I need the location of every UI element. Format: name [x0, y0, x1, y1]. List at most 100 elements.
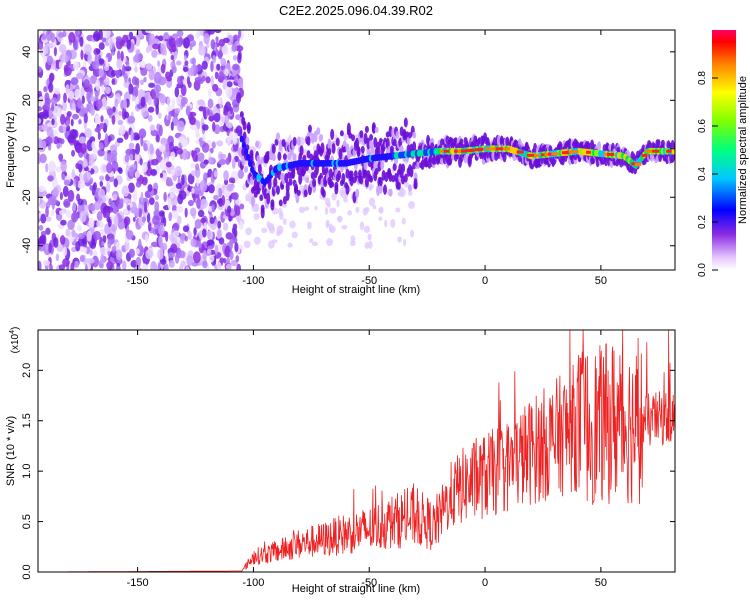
spectrogram-noise-blob [232, 223, 238, 231]
colorbar-tick-label: 0.8 [697, 71, 708, 85]
spectrogram-noise-blob [45, 136, 53, 145]
spectrogram-noise-blob [224, 68, 229, 77]
spectrogram-noise-blob [97, 188, 106, 199]
spectrogram-signal-blob [242, 120, 247, 131]
spectrogram-noise-blob [87, 53, 93, 65]
spectrogram-noise-blob [223, 109, 228, 116]
spectrogram-ridge-peak [568, 150, 576, 154]
spectrogram-noise-blob [71, 149, 76, 157]
spectrogram-ridge-core [243, 147, 249, 155]
spectrogram-noise-blob [172, 116, 179, 127]
spectrogram-noise-blob [325, 197, 331, 207]
spectrogram-noise-blob [235, 255, 240, 263]
spectrogram-noise-blob [62, 185, 69, 198]
spectrogram-signal-blob [345, 184, 350, 195]
spectrogram-noise-blob [124, 72, 128, 83]
spectrogram-noise-blob [107, 239, 112, 249]
spectrogram-signal-blob [355, 188, 360, 199]
spectrogram-noise-blob [355, 206, 360, 213]
spectrogram-noise-blob [213, 112, 221, 123]
spectrogram-signal-blob [335, 137, 340, 147]
spectrogram-noise-blob [111, 160, 119, 172]
spectrogram-noise-blob [45, 30, 53, 42]
spectrogram-noise-blob [59, 235, 66, 245]
colorbar-gradient [712, 30, 736, 270]
spectrogram-noise-blob [111, 245, 117, 253]
spectrogram-noise-blob [178, 250, 186, 259]
colorbar-tick-label: 0.0 [697, 263, 708, 277]
spectrogram-noise-blob [184, 60, 189, 66]
spectrogram-noise-blob [106, 152, 115, 164]
spectrogram-noise-blob [75, 30, 81, 36]
colorbar-tick-label: 0.2 [697, 215, 708, 229]
spectrogram-noise-blob [101, 37, 107, 43]
snr-frame [37, 329, 676, 573]
spectrogram-noise-blob [91, 140, 96, 150]
spectrogram-noise-blob [203, 33, 210, 45]
spectrogram-noise-blob [153, 95, 157, 106]
spectrogram-noise-blob [129, 166, 135, 177]
spectrogram-noise-blob [104, 208, 110, 219]
spectrogram-noise-blob [111, 78, 116, 85]
spectrogram-noise-blob [100, 253, 104, 265]
spectrogram-noise-blob [202, 124, 209, 131]
spectrogram-signal-blob [369, 175, 374, 183]
spectrogram-noise-blob [165, 181, 174, 187]
spectrogram-noise-blob [206, 239, 215, 246]
spectrogram-noise-blob [155, 134, 160, 143]
spectrogram-noise-blob [202, 106, 207, 118]
spectrogram-noise-blob [65, 209, 72, 219]
spectrogram-noise-blob [212, 55, 217, 64]
spectrogram-signal-blob [374, 126, 379, 133]
spectrogram-signal-blob [282, 196, 287, 205]
spectrogram-ridge-peak [544, 152, 551, 156]
spectrogram-noise-blob [119, 198, 124, 204]
spectrogram-y-ticks: -40 -20 0 20 40 [21, 46, 675, 254]
spectrogram-noise-blob [245, 227, 252, 236]
spectrogram-noise-blob [121, 185, 130, 197]
spectrogram-noise-blob [171, 205, 177, 212]
spectrogram-noise-blob [202, 249, 208, 261]
spectrogram-signal-blob [388, 188, 393, 197]
spectrogram-noise-blob [232, 63, 240, 71]
snr-y-tick-label: 2.0 [21, 363, 33, 378]
spectrogram-noise-blob [237, 169, 244, 180]
spectrogram-noise-blob [38, 96, 45, 107]
spectrogram-signal-blob [250, 195, 255, 208]
spectrogram-noise-blob [106, 261, 113, 270]
spectrogram-noise-blob [117, 119, 124, 126]
spectrogram-noise-blob [184, 207, 188, 218]
spectrogram-noise-blob [312, 241, 318, 247]
spectrogram-noise-blob [189, 207, 197, 217]
spectrogram-noise-blob [217, 220, 222, 229]
spectrogram-noise-blob [189, 116, 196, 126]
spectrogram-noise-blob [214, 244, 219, 255]
spectrogram-noise-blob [47, 160, 56, 173]
spectrogram-noise-blob [158, 35, 164, 42]
spectrogram-noise-blob [77, 198, 84, 206]
spectrogram-noise-blob [150, 124, 156, 131]
spectrogram-ridge-peak [474, 148, 481, 152]
spectrogram-noise-blob [75, 175, 79, 188]
spectrogram-noise-blob [218, 153, 227, 160]
spectrogram-signal-blob [338, 148, 343, 160]
spectrogram-noise-blob [93, 201, 101, 211]
spectrogram-noise-blob [149, 143, 154, 155]
spectrogram-noise-blob [254, 203, 260, 213]
spectrogram-signal-blob [246, 121, 251, 134]
spectrogram-noise-blob [110, 50, 116, 56]
spectrogram-noise-blob [48, 82, 54, 93]
spectrogram-ridge-core [239, 135, 245, 143]
spectrogram-noise-blob [41, 34, 47, 40]
spectrogram-signal-blob [378, 176, 383, 187]
spectrogram-noise-blob [122, 198, 130, 204]
spectrogram-noise-blob [165, 142, 170, 153]
spectrogram-noise-blob [53, 237, 59, 248]
spectrogram-noise-blob [86, 230, 92, 242]
spectrogram-noise-blob [217, 187, 223, 198]
spectrogram-y-tick-label: 0 [21, 146, 33, 152]
spectrogram-noise-blob [218, 237, 225, 245]
spectrogram-noise-blob [232, 55, 238, 61]
spectrogram-signal-blob [273, 177, 278, 189]
spectrogram-signal-blob [496, 135, 501, 147]
